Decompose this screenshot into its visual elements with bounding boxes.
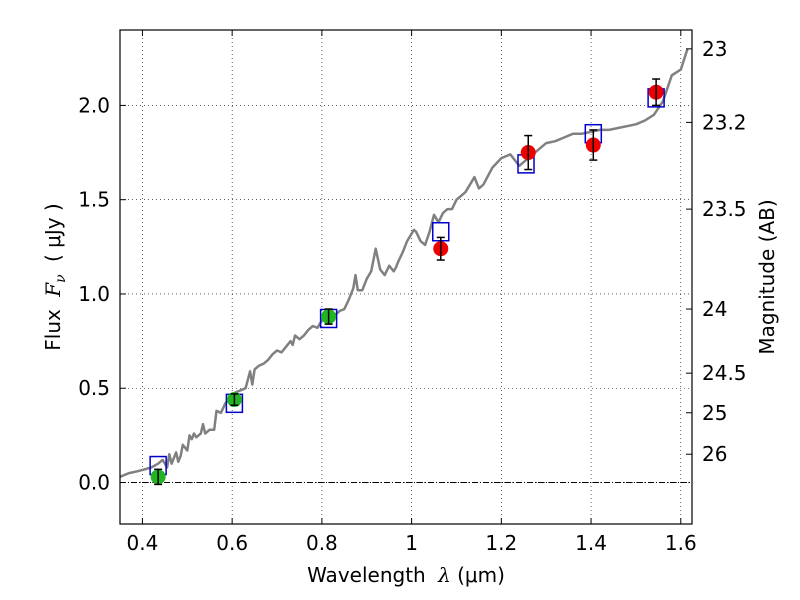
x-tick-label: 0.8	[306, 531, 338, 555]
spectrum-layer	[119, 48, 689, 479]
y-tick-label: 0.5	[78, 376, 110, 400]
x-tick-label: 0.4	[127, 531, 159, 555]
axes-layer: 0.4 0.6 0.8 1 1.2 1.4 1.6 0.0 0.5 1.0 1.5 2.0 23 23.2…	[78, 30, 747, 555]
y-tick-label: 0.0	[78, 471, 110, 495]
y2-tick-label: 26	[702, 442, 727, 466]
y-tick-label: 1.5	[78, 188, 110, 212]
x-tick-label: 0.6	[216, 531, 248, 555]
x-tick-label: 1.2	[485, 531, 517, 555]
y-tick-label: 2.0	[78, 93, 110, 117]
y-tick-label: 1.0	[78, 282, 110, 306]
x-tick-label: 1.4	[575, 531, 607, 555]
x-tick-label: 1	[405, 531, 418, 555]
y2-tick-label: 23	[702, 37, 727, 61]
x-tick-label: 1.6	[665, 531, 697, 555]
y2-tick-label: 24.5	[702, 361, 747, 385]
y2-axis-label: Magnitude (AB)	[755, 199, 779, 354]
y2-tick-label: 23.5	[702, 197, 747, 221]
x-axis-label: Wavelength λ (μm)	[307, 563, 505, 587]
y2-tick-label: 25	[702, 401, 727, 425]
y2-tick-label: 24	[702, 297, 727, 321]
plot-frame	[119, 29, 693, 525]
y-axis-label: Flux Fν ( μJy )	[41, 203, 70, 350]
template-spectrum-line	[119, 48, 689, 479]
y2-tick-label: 23.2	[702, 110, 747, 134]
observed-points-layer	[150, 78, 664, 486]
